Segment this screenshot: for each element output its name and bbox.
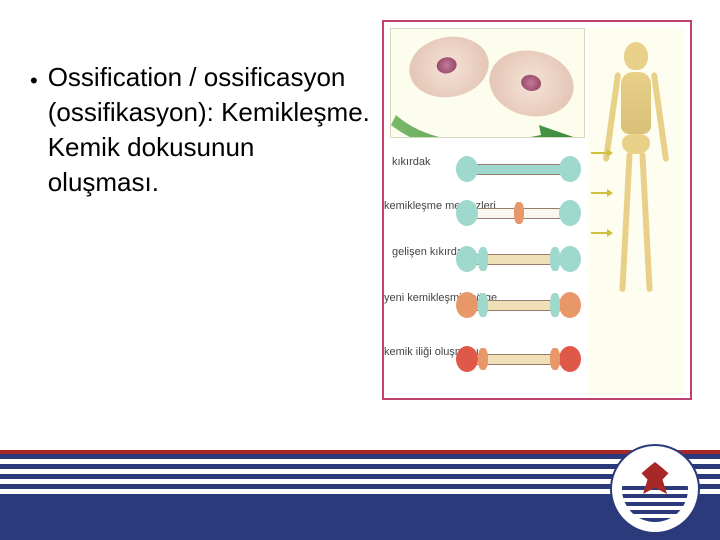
- bullet-text: Ossification / ossificasyon (ossifikasyo…: [48, 60, 370, 200]
- stage-label: kıkırdak: [392, 156, 431, 168]
- bone-stage: [456, 290, 581, 320]
- skeleton-panel: [588, 28, 684, 396]
- bullet-marker: •: [30, 66, 38, 96]
- slide-footer: [0, 444, 720, 540]
- university-logo: [610, 444, 700, 534]
- bone-stage: [456, 244, 581, 274]
- arrow-icon: [391, 107, 585, 138]
- bullet-item: • Ossification / ossificasyon (ossifikas…: [30, 60, 370, 200]
- main-text-block: • Ossification / ossificasyon (ossifikas…: [30, 60, 370, 200]
- bone-stage: [456, 198, 581, 228]
- ossification-diagram: kemik hücreleri: [382, 20, 692, 400]
- cell-icon: [404, 31, 493, 104]
- bone-stage: [456, 154, 581, 184]
- bone-cells-panel: [390, 28, 585, 138]
- skeleton-icon: [601, 42, 671, 377]
- bone-stage: [456, 344, 581, 374]
